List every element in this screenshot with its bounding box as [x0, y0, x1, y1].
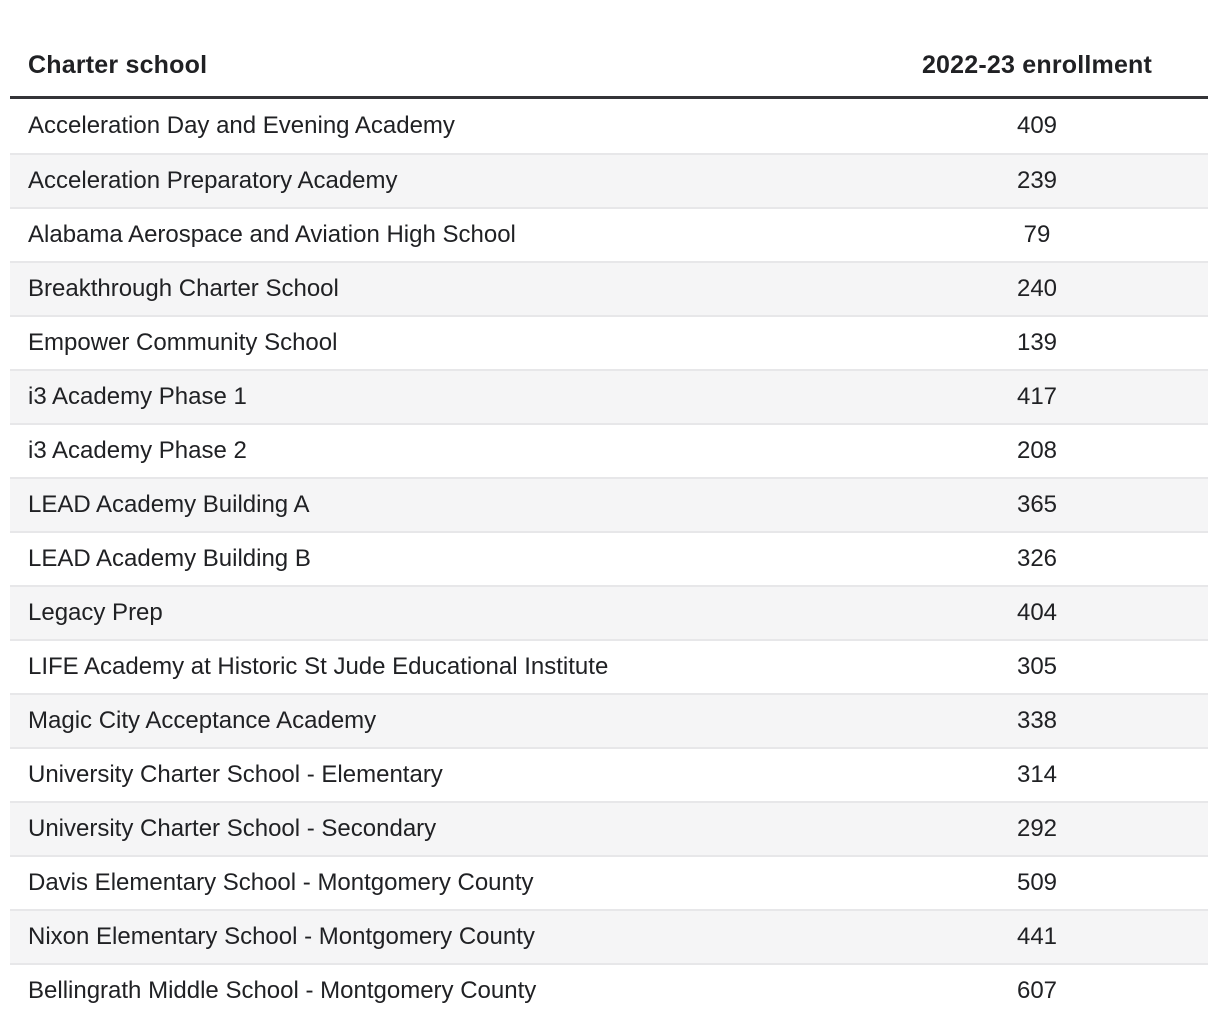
school-name-cell: Nixon Elementary School - Montgomery Cou… — [28, 922, 535, 950]
enrollment-value-cell: 139 — [1016, 328, 1058, 356]
school-name-cell: University Charter School - Secondary — [28, 814, 437, 842]
school-name-cell: LEAD Academy Building A — [28, 490, 310, 518]
enrollment-value-cell: 404 — [1016, 598, 1058, 626]
enrollment-value-cell: 326 — [1016, 544, 1058, 572]
enrollment-value-cell: 338 — [1016, 706, 1058, 734]
school-name-cell: Bellingrath Middle School - Montgomery C… — [28, 976, 537, 1004]
school-name-cell: Empower Community School — [28, 328, 338, 356]
enrollment-value-cell: 208 — [1016, 436, 1058, 464]
table-row: Davis Elementary School - Montgomery Cou… — [10, 855, 1208, 909]
school-name-cell: i3 Academy Phase 1 — [28, 382, 247, 410]
column-header-enrollment: 2022-23 enrollment — [921, 51, 1153, 80]
table-row: Legacy Prep 404 — [10, 585, 1208, 639]
school-name-cell: LEAD Academy Building B — [28, 544, 311, 572]
table-row: LEAD Academy Building A 365 — [10, 477, 1208, 531]
table-row: Magic City Acceptance Academy 338 — [10, 693, 1208, 747]
school-name-cell: Davis Elementary School - Montgomery Cou… — [28, 868, 534, 896]
table-row: Acceleration Preparatory Academy 239 — [10, 153, 1208, 207]
table-row: LEAD Academy Building B 326 — [10, 531, 1208, 585]
enrollment-value-cell: 292 — [1016, 814, 1058, 842]
table-row: Breakthrough Charter School 240 — [10, 261, 1208, 315]
table-row: i3 Academy Phase 2 208 — [10, 423, 1208, 477]
school-name-cell: University Charter School - Elementary — [28, 760, 443, 788]
enrollment-table: Charter school 2022-23 enrollment Accele… — [10, 0, 1208, 1017]
enrollment-value-cell: 509 — [1016, 868, 1058, 896]
enrollment-value-cell: 417 — [1016, 382, 1058, 410]
enrollment-value-cell: 239 — [1016, 166, 1058, 194]
enrollment-value-cell: 305 — [1016, 652, 1058, 680]
school-name-cell: Acceleration Day and Evening Academy — [28, 111, 455, 139]
school-name-cell: Magic City Acceptance Academy — [28, 706, 377, 734]
column-header-school: Charter school — [28, 51, 208, 80]
enrollment-value-cell: 79 — [1023, 220, 1051, 248]
enrollment-value-cell: 441 — [1016, 922, 1058, 950]
school-name-cell: Breakthrough Charter School — [28, 274, 339, 302]
enrollment-value-cell: 314 — [1016, 760, 1058, 788]
enrollment-value-cell: 365 — [1016, 490, 1058, 518]
table-row: LIFE Academy at Historic St Jude Educati… — [10, 639, 1208, 693]
enrollment-value-cell: 240 — [1016, 274, 1058, 302]
table-body: Acceleration Day and Evening Academy 409… — [10, 99, 1208, 1017]
table-header-row: Charter school 2022-23 enrollment — [10, 0, 1208, 99]
school-name-cell: Alabama Aerospace and Aviation High Scho… — [28, 220, 516, 248]
table-row: Acceleration Day and Evening Academy 409 — [10, 99, 1208, 153]
school-name-cell: Legacy Prep — [28, 598, 163, 626]
table-row: i3 Academy Phase 1 417 — [10, 369, 1208, 423]
table-row: Empower Community School 139 — [10, 315, 1208, 369]
enrollment-value-cell: 607 — [1016, 976, 1058, 1004]
table-row: University Charter School - Elementary 3… — [10, 747, 1208, 801]
enrollment-value-cell: 409 — [1016, 111, 1058, 139]
table-row: Alabama Aerospace and Aviation High Scho… — [10, 207, 1208, 261]
school-name-cell: Acceleration Preparatory Academy — [28, 166, 398, 194]
table-row: Nixon Elementary School - Montgomery Cou… — [10, 909, 1208, 963]
table-row: Bellingrath Middle School - Montgomery C… — [10, 963, 1208, 1017]
school-name-cell: i3 Academy Phase 2 — [28, 436, 247, 464]
table-row: University Charter School - Secondary 29… — [10, 801, 1208, 855]
school-name-cell: LIFE Academy at Historic St Jude Educati… — [28, 652, 609, 680]
